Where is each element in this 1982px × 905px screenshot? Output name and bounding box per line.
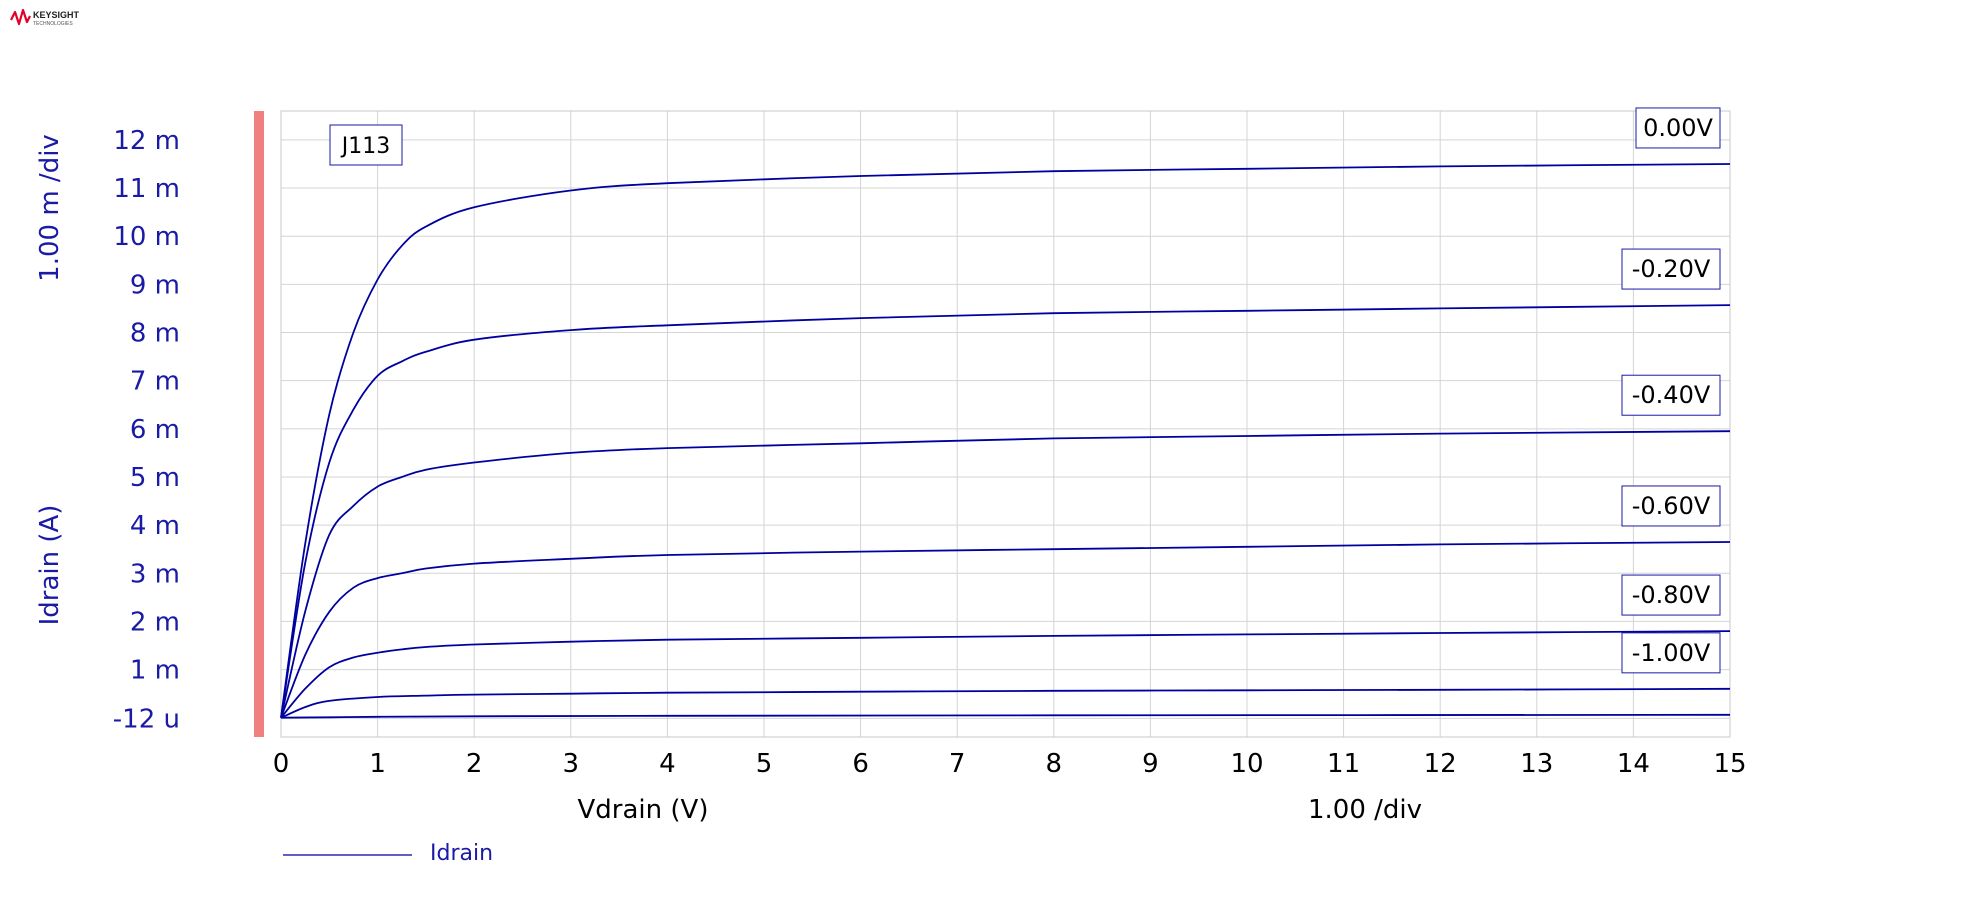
x-tick-label: 5	[756, 749, 773, 779]
y-axis-active-bar	[254, 111, 264, 737]
y-div-label: 1.00 m /div	[35, 134, 65, 282]
curves	[280, 163, 1731, 719]
gate-label-text: -0.20V	[1632, 255, 1711, 283]
x-tick-label: 6	[852, 749, 869, 779]
gate-label-text: -0.40V	[1632, 381, 1711, 409]
curve--1.00V	[280, 687, 1731, 719]
device-label-box: J113	[329, 124, 403, 166]
x-tick-label: 11	[1327, 749, 1360, 779]
legend-entry: Idrain	[430, 841, 493, 866]
y-tick-label: 12 m	[113, 126, 180, 156]
device-label: J113	[340, 134, 390, 159]
y-tick-label: 5 m	[130, 463, 180, 493]
y-tick-label: 3 m	[130, 559, 180, 589]
x-tick-label: 8	[1046, 749, 1063, 779]
gate-label-box: -0.80V	[1621, 574, 1721, 616]
y-tick-label: 8 m	[130, 319, 180, 349]
curve-baseline	[280, 713, 1731, 719]
x-tick-label: 2	[466, 749, 483, 779]
gate-label-box: -0.20V	[1621, 248, 1721, 290]
keysight-logo: KEYSIGHT TECHNOLOGIES	[10, 6, 130, 30]
gate-voltage-labels: 0.00V -0.20V -0.40V -0.60V -0.80V -1.00V	[1621, 107, 1721, 674]
x-tick-label: 3	[563, 749, 580, 779]
curve--0.40V	[280, 430, 1731, 718]
curve-0.00V	[280, 163, 1731, 718]
curve--0.80V	[280, 630, 1731, 719]
y-tick-label: 2 m	[130, 607, 180, 637]
y-axis-label: Idrain (A)	[35, 505, 65, 626]
gate-label-box: -1.00V	[1621, 632, 1721, 674]
y-tick-label: 7 m	[130, 367, 180, 397]
y-tick-label: -12 u	[113, 704, 180, 734]
x-tick-label: 7	[949, 749, 966, 779]
y-tick-label: 11 m	[113, 174, 180, 204]
curve--0.60V	[280, 541, 1731, 719]
x-tick-label: 14	[1617, 749, 1650, 779]
keysight-wave-icon: KEYSIGHT TECHNOLOGIES	[10, 8, 80, 27]
plot-frame	[280, 110, 1731, 738]
x-tick-label: 13	[1520, 749, 1553, 779]
gate-label-box: 0.00V	[1635, 107, 1721, 149]
y-tick-label: 9 m	[130, 270, 180, 300]
y-tick-label: 4 m	[130, 511, 180, 541]
legend: Idrain	[283, 841, 493, 866]
chart-grid	[280, 111, 1731, 737]
x-axis-label: Vdrain (V)	[578, 795, 709, 825]
x-tick-labels: 0 1 2 3 4 5 6 7 8 9 10 11 12 13 14 15	[273, 749, 1747, 779]
gate-label-text: 0.00V	[1643, 114, 1713, 142]
gate-label-text: -0.80V	[1632, 581, 1711, 609]
logo-line1: KEYSIGHT	[33, 10, 80, 20]
x-tick-label: 0	[273, 749, 290, 779]
x-tick-label: 15	[1713, 749, 1746, 779]
y-tick-labels: -12 u 1 m 2 m 3 m 4 m 5 m 6 m 7 m 8 m 9 m 10 m 11 m…	[113, 126, 180, 734]
y-tick-label: 6 m	[130, 415, 180, 445]
x-div-label: 1.00 /div	[1308, 795, 1422, 825]
x-tick-label: 12	[1424, 749, 1457, 779]
gate-label-box: -0.60V	[1621, 485, 1721, 527]
x-tick-label: 9	[1142, 749, 1159, 779]
y-tick-label: 1 m	[130, 656, 180, 686]
x-tick-label: 1	[369, 749, 386, 779]
logo-line2: TECHNOLOGIES	[33, 21, 73, 27]
gate-label-text: -1.00V	[1632, 639, 1711, 667]
gate-label-text: -0.60V	[1632, 492, 1711, 520]
x-tick-label: 4	[659, 749, 676, 779]
curve--0.20V	[280, 304, 1731, 718]
gate-label-box: -0.40V	[1621, 374, 1721, 416]
y-tick-label: 10 m	[113, 222, 180, 252]
x-tick-label: 10	[1230, 749, 1263, 779]
